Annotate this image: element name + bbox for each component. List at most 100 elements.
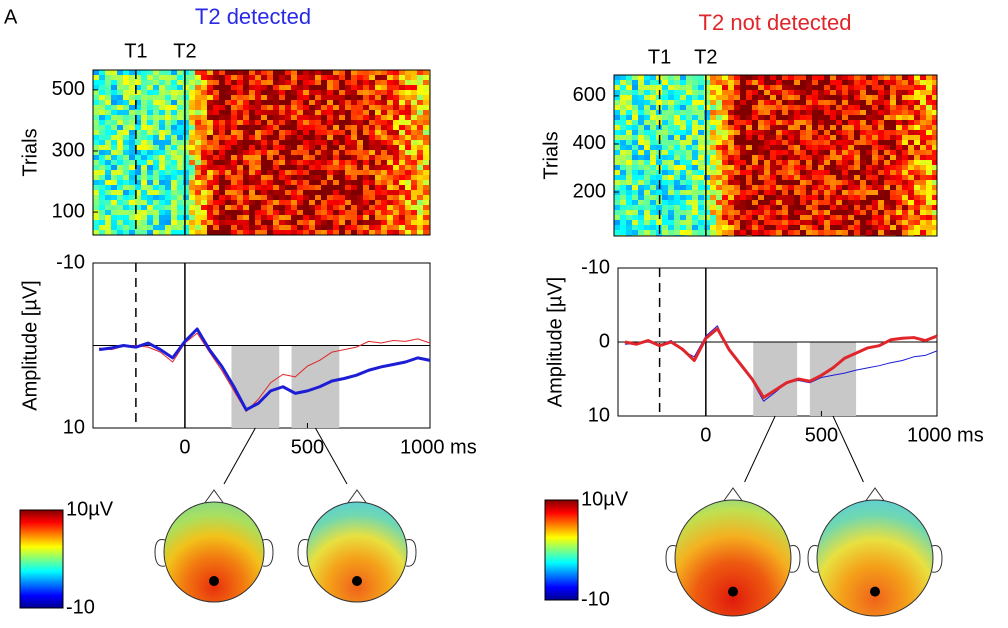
heatmap-cell (668, 205, 674, 210)
heatmap-cell (806, 140, 812, 145)
heatmap-cell (674, 205, 680, 210)
heatmap-cell (399, 130, 405, 135)
heatmap-cell (243, 135, 249, 140)
heatmap-cell (728, 150, 734, 155)
heatmap-cell (417, 225, 423, 230)
heatmap-cell (339, 180, 345, 185)
heatmap-cell (255, 70, 261, 75)
heatmap-cell (315, 105, 321, 110)
heatmap-cell (890, 205, 896, 210)
heatmap-cell (866, 190, 872, 195)
heatmap-cell (932, 105, 937, 110)
heatmap-cell (860, 180, 866, 185)
heatmap-cell (842, 135, 848, 140)
heatmap-cell (764, 110, 770, 115)
heatmap-cell (111, 70, 117, 75)
heatmap-cell (237, 110, 243, 115)
heatmap-cell (411, 180, 417, 185)
heatmap-cell (243, 145, 249, 150)
heatmap-cell (872, 90, 878, 95)
heatmap-cell (285, 170, 291, 175)
heatmap-cell (782, 85, 788, 90)
heatmap-cell (327, 125, 333, 130)
heatmap-cell (896, 230, 902, 235)
heatmap-cell (794, 120, 800, 125)
y-axis-label: Trials (540, 131, 562, 179)
heatmap-cell (261, 125, 267, 130)
heatmap-cell (219, 220, 225, 225)
heatmap-cell (908, 190, 914, 195)
heatmap-cell (195, 155, 201, 160)
heatmap-cell (105, 170, 111, 175)
heatmap-cell (267, 175, 273, 180)
heatmap-cell (189, 160, 195, 165)
heatmap-cell (99, 110, 105, 115)
heatmap-cell (411, 145, 417, 150)
heatmap-cell (129, 80, 135, 85)
heatmap-cell (758, 165, 764, 170)
heatmap-cell (926, 90, 932, 95)
heatmap-cell (243, 165, 249, 170)
heatmap-cell (692, 195, 698, 200)
heatmap-cell (177, 115, 183, 120)
heatmap-cell (668, 195, 674, 200)
heatmap-cell (824, 180, 830, 185)
heatmap-cell (231, 130, 237, 135)
heatmap-cell (99, 145, 105, 150)
heatmap-cell (363, 190, 369, 195)
heatmap-cell (818, 140, 824, 145)
heatmap-cell (764, 85, 770, 90)
heatmap-cell (788, 215, 794, 220)
heatmap-cell (884, 95, 890, 100)
heatmap-cell (848, 150, 854, 155)
heatmap-cell (201, 120, 207, 125)
heatmap-cell (620, 145, 626, 150)
heatmap-cell (249, 175, 255, 180)
heatmap-cell (734, 75, 740, 80)
heatmap-cell (321, 190, 327, 195)
heatmap-cell (644, 90, 650, 95)
heatmap-cell (686, 135, 692, 140)
heatmap-cell (363, 165, 369, 170)
heatmap-cell (674, 185, 680, 190)
heatmap-cell (812, 150, 818, 155)
heatmap-cell (674, 225, 680, 230)
heatmap-cell (171, 180, 177, 185)
heatmap-cell (710, 100, 716, 105)
heatmap-cell (249, 205, 255, 210)
heatmap-cell (165, 205, 171, 210)
heatmap-cell (417, 200, 423, 205)
heatmap-cell (117, 170, 123, 175)
heatmap-cell (255, 90, 261, 95)
heatmap-cell (926, 185, 932, 190)
heatmap-cell (141, 200, 147, 205)
heatmap-cell (896, 115, 902, 120)
heatmap-cell (878, 130, 884, 135)
heatmap-cell (165, 220, 171, 225)
heatmap-cell (782, 230, 788, 235)
heatmap-cell (698, 90, 704, 95)
heatmap-cell (375, 70, 381, 75)
heatmap-cell (219, 85, 225, 90)
heatmap-cell (183, 125, 189, 130)
heatmap-cell (93, 230, 99, 235)
heatmap-cell (866, 150, 872, 155)
heatmap-cell (309, 150, 315, 155)
heatmap-cell (734, 170, 740, 175)
heatmap-cell (620, 110, 626, 115)
heatmap-cell (854, 135, 860, 140)
heatmap-cell (399, 220, 405, 225)
heatmap-cell (243, 85, 249, 90)
heatmap-cell (207, 230, 213, 235)
heatmap-cell (716, 160, 722, 165)
heatmap-cell (614, 220, 620, 225)
heatmap-cell (417, 115, 423, 120)
heatmap-cell (201, 125, 207, 130)
heatmap-cell (249, 120, 255, 125)
heatmap-cell (752, 125, 758, 130)
heatmap-cell (746, 110, 752, 115)
heatmap-cell (255, 130, 261, 135)
heatmap-cell (734, 80, 740, 85)
heatmap-cell (423, 180, 429, 185)
heatmap-cell (105, 100, 111, 105)
